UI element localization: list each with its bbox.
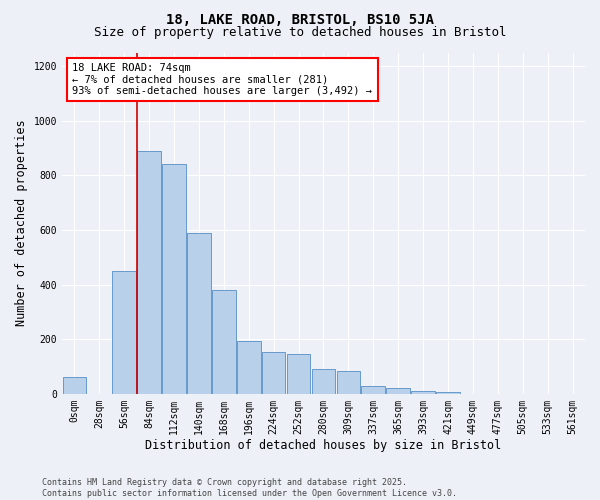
Bar (411, 390, 435, 394)
Bar (237, 340, 260, 394)
Text: Contains HM Land Registry data © Crown copyright and database right 2025.
Contai: Contains HM Land Registry data © Crown c… (42, 478, 457, 498)
Bar (137, 151, 161, 394)
Bar (187, 232, 211, 394)
Bar (436, 392, 460, 394)
Bar (361, 386, 385, 394)
Bar (262, 352, 286, 394)
X-axis label: Distribution of detached houses by size in Bristol: Distribution of detached houses by size … (145, 440, 502, 452)
Bar (112, 271, 136, 394)
Bar (337, 370, 360, 394)
Bar (311, 370, 335, 394)
Bar (62, 377, 86, 394)
Text: 18, LAKE ROAD, BRISTOL, BS10 5JA: 18, LAKE ROAD, BRISTOL, BS10 5JA (166, 12, 434, 26)
Bar (287, 354, 310, 394)
Text: Size of property relative to detached houses in Bristol: Size of property relative to detached ho… (94, 26, 506, 39)
Bar (386, 388, 410, 394)
Bar (162, 164, 186, 394)
Y-axis label: Number of detached properties: Number of detached properties (15, 120, 28, 326)
Text: 18 LAKE ROAD: 74sqm
← 7% of detached houses are smaller (281)
93% of semi-detach: 18 LAKE ROAD: 74sqm ← 7% of detached hou… (73, 62, 373, 96)
Bar (212, 290, 236, 394)
